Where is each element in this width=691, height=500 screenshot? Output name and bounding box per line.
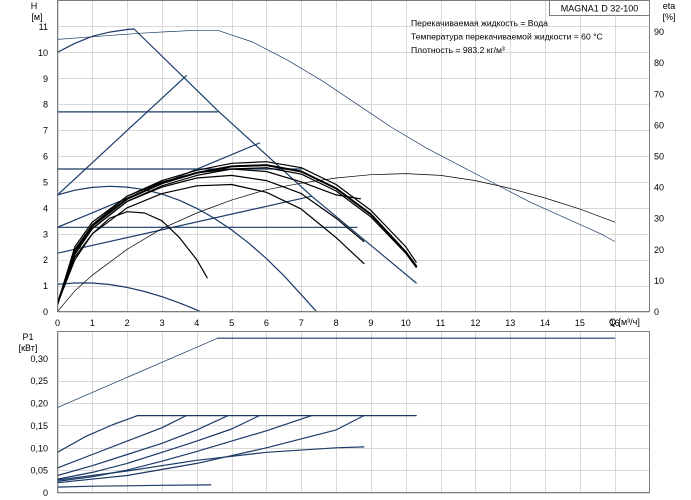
- y-tick-label: 7: [43, 126, 48, 136]
- y-tick-label: 3: [43, 229, 48, 239]
- y-tick-label: 0,15: [30, 421, 48, 431]
- y2-tick-label: 80: [654, 58, 664, 68]
- x-tick-label: 14: [540, 318, 550, 328]
- y-tick-label: 4: [43, 203, 48, 213]
- power-curves: [57, 337, 616, 488]
- y2-tick-label: 40: [654, 183, 664, 193]
- y-axis-unit-p1: [кВт]: [19, 343, 38, 353]
- y-tick-label: 0,30: [30, 354, 48, 364]
- x-tick-label: 13: [505, 318, 515, 328]
- head-plot-frame: [57, 0, 650, 312]
- x-tick-label: 3: [159, 318, 164, 328]
- y-tick-label: 1: [43, 281, 48, 291]
- x-tick-label: 2: [125, 318, 130, 328]
- y-axis-unit-h: [м]: [31, 12, 42, 22]
- x-tick-label: 8: [334, 318, 339, 328]
- efficiency-line: [57, 29, 616, 242]
- power-grid: [57, 331, 650, 494]
- y2-axis-unit-eta: [%]: [662, 12, 675, 22]
- y-tick-label: 6: [43, 152, 48, 162]
- efficiency-line: [57, 164, 418, 305]
- model-label-box: [549, 0, 650, 16]
- fixed-speed-line: [57, 415, 313, 482]
- fixed-speed-line: [57, 415, 365, 484]
- y-tick-label: 5: [43, 177, 48, 187]
- efficiency-line: [57, 183, 365, 305]
- y-tick-label: 9: [43, 74, 48, 84]
- efficiency-line: [57, 167, 417, 305]
- x-tick-label: 16: [610, 318, 620, 328]
- fixed-speed-line: [57, 446, 365, 481]
- fixed-speed-line: [57, 415, 139, 453]
- y2-tick-label: 60: [654, 120, 664, 130]
- info-line-fluid: Перекачиваемая жидкость = Вода: [411, 18, 548, 28]
- x-tick-label: 5: [229, 318, 234, 328]
- x-tick-label: 10: [401, 318, 411, 328]
- x-tick-label: 11: [436, 318, 445, 328]
- x-tick-label: 4: [194, 318, 199, 328]
- efficiency-line: [57, 211, 208, 305]
- y-tick-label: 0,10: [30, 443, 48, 453]
- fixed-speed-line: [57, 415, 187, 469]
- proportional-pressure-line: [57, 195, 313, 254]
- x-axis-label: Q [м³/ч]: [609, 317, 640, 327]
- y-tick-label: 8: [43, 100, 48, 110]
- y-tick-label: 2: [43, 255, 48, 265]
- y2-tick-label: 70: [654, 89, 664, 99]
- y-axis-label-p1: P1: [22, 332, 33, 342]
- fixed-speed-line: [57, 484, 212, 488]
- head-grid: [57, 0, 650, 313]
- x-tick-label: 1: [90, 318, 95, 328]
- proportional-pressure-line: [57, 75, 187, 196]
- x-tick-label: 12: [470, 318, 480, 328]
- y2-tick-label: 20: [654, 245, 664, 255]
- x-tick-label: 6: [264, 318, 269, 328]
- head-curves: [57, 28, 616, 312]
- x-tick-label: 7: [299, 318, 304, 328]
- fixed-speed-line: [57, 415, 229, 477]
- fixed-speed-line: [57, 415, 261, 480]
- y2-axis-label-eta: eta: [663, 1, 676, 11]
- info-line-temperature: Температура перекачиваемой жидкости = 60…: [411, 32, 603, 42]
- y2-tick-label: 10: [654, 276, 664, 286]
- y2-tick-label: 90: [654, 27, 664, 37]
- y2-tick-label: 0: [654, 307, 659, 317]
- efficiency-line: [57, 161, 417, 305]
- fixed-speed-line: [57, 185, 318, 312]
- y-tick-label: 0,20: [30, 399, 48, 409]
- y-tick-label: 0: [43, 307, 48, 317]
- tick-labels: 0 1 2 3 4 5 6 7 8 9 10 11 12 13 14 15 160123456789101101…: [30, 22, 664, 498]
- y-tick-label: 0: [43, 488, 48, 498]
- y-tick-label: 11: [39, 22, 48, 32]
- info-line-density: Плотность = 983.2 кг/м³: [411, 45, 505, 55]
- y-axis-label-h: H: [31, 1, 38, 11]
- y-tick-label: 10: [38, 48, 48, 58]
- y-tick-label: 0,25: [30, 376, 48, 386]
- y-tick-label: 0,05: [30, 466, 48, 476]
- x-tick-label: 9: [368, 318, 373, 328]
- x-tick-label: 0: [55, 318, 60, 328]
- x-tick-label: 15: [575, 318, 585, 328]
- axes: [57, 0, 650, 493]
- power-plot-frame: [57, 331, 650, 493]
- y2-tick-label: 30: [654, 214, 664, 224]
- efficiency-line: [57, 337, 219, 408]
- y2-tick-label: 50: [654, 152, 664, 162]
- model-label: MAGNA1 D 32-100: [561, 4, 639, 14]
